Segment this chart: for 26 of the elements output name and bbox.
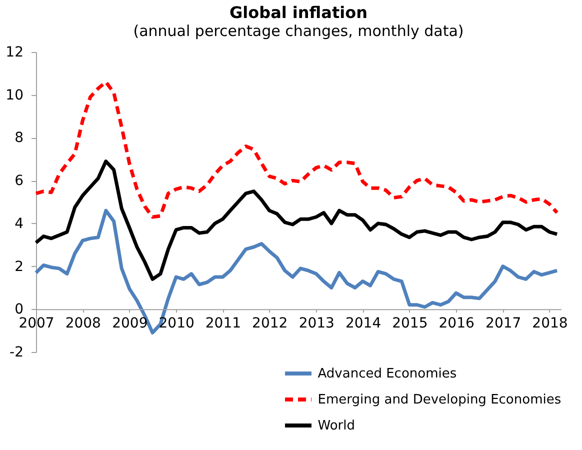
x-tick-label: 2018 xyxy=(532,316,568,332)
legend-label: Advanced Economies xyxy=(318,366,457,382)
chart-title: Global inflation xyxy=(230,3,368,22)
y-tick-label: 2 xyxy=(14,258,24,275)
line-series xyxy=(34,80,559,219)
x-tick-label: 2007 xyxy=(18,316,54,332)
x-tick-label: 2009 xyxy=(112,316,148,332)
x-tick-label: 2011 xyxy=(205,316,242,332)
legend-label: World xyxy=(318,418,356,434)
x-tick-label: 2012 xyxy=(252,316,288,332)
y-tick-label: 4 xyxy=(14,216,24,232)
legend-label: Emerging and Developing Economies xyxy=(318,392,562,408)
x-tick-label: 2015 xyxy=(392,316,428,332)
y-tick-label: 0 xyxy=(14,302,24,318)
line-series xyxy=(34,160,559,281)
x-tick-label: 2016 xyxy=(438,316,474,332)
y-tick-label: 8 xyxy=(14,130,24,146)
x-tick-label: 2013 xyxy=(298,316,334,332)
y-tick-label: 10 xyxy=(6,87,24,104)
y-tick-label: 12 xyxy=(6,44,24,60)
y-tick-label: -2 xyxy=(10,344,24,360)
x-tick-label: 2014 xyxy=(345,316,382,332)
chart-subtitle: (annual percentage changes, monthly data) xyxy=(133,22,464,40)
y-tick-label: 6 xyxy=(14,173,24,190)
x-tick-label: 2008 xyxy=(65,316,101,332)
x-tick-label: 2017 xyxy=(486,316,522,332)
